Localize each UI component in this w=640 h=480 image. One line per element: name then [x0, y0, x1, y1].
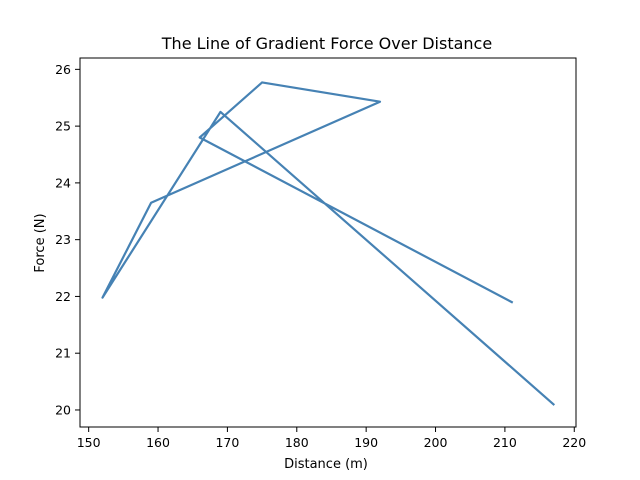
y-axis-ticks: 20 21 22 23 24 25 26	[55, 62, 80, 417]
chart-title: The Line of Gradient Force Over Distance	[161, 34, 492, 53]
y-tick-label: 24	[55, 175, 71, 190]
y-tick-label: 22	[55, 289, 71, 304]
series-line-0	[101, 81, 556, 406]
y-axis-label: Force (N)	[33, 213, 48, 272]
y-tick-label: 20	[55, 402, 71, 417]
x-tick-label: 210	[493, 435, 517, 450]
y-tick-label: 26	[55, 62, 71, 77]
x-tick-label: 190	[354, 435, 378, 450]
plot-frame	[79, 57, 577, 428]
x-tick-label: 150	[77, 435, 101, 450]
plot-content	[101, 81, 556, 406]
x-tick-label: 180	[285, 435, 309, 450]
y-tick-label: 21	[55, 346, 71, 361]
x-tick-label: 220	[562, 435, 586, 450]
x-tick-label: 170	[215, 435, 239, 450]
x-tick-label: 160	[146, 435, 170, 450]
x-tick-label: 200	[424, 435, 448, 450]
y-tick-label: 25	[55, 119, 71, 134]
y-tick-label: 23	[55, 232, 71, 247]
x-axis-label: Distance (m)	[284, 457, 368, 472]
x-axis-ticks: 150 160 170 180 190 200 210 220	[77, 427, 586, 450]
